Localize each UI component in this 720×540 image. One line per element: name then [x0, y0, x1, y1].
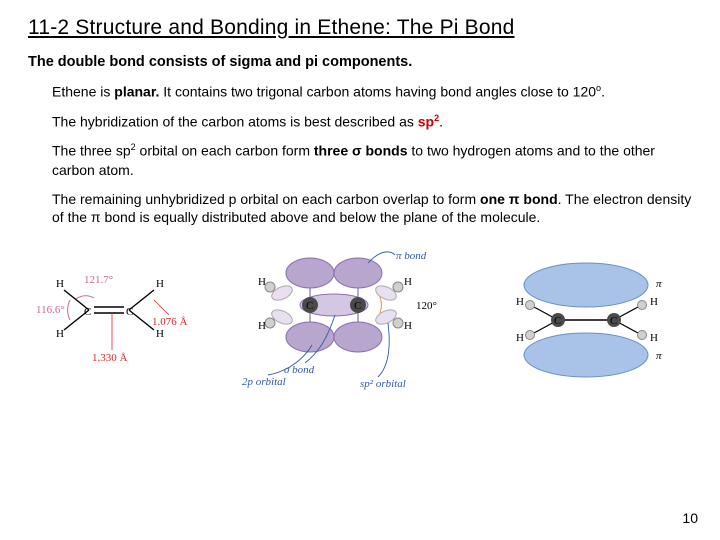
- p2-sp2: sp: [418, 113, 434, 129]
- fig3-C2: C: [610, 315, 617, 327]
- p3-text-a: The three sp: [52, 143, 131, 159]
- page-number: 10: [682, 510, 698, 526]
- fig2-pi-label: π bond: [396, 250, 427, 262]
- fig2-p-label: 2p orbital: [242, 376, 286, 388]
- fig3-H1: H: [516, 296, 524, 308]
- fig2-H2: H: [258, 320, 266, 332]
- p2-text-c: .: [439, 113, 443, 129]
- fig2-H3: H: [404, 276, 412, 288]
- fig1-H-tl: H: [56, 278, 64, 290]
- p4-bold: one π bond: [480, 191, 558, 207]
- fig2-C2: C: [354, 300, 361, 312]
- paragraph-2: The hybridization of the carbon atoms is…: [52, 112, 692, 132]
- fig1-len2: 1.330 Å: [92, 352, 128, 364]
- fig3-pi-top: π: [656, 278, 662, 290]
- fig2-angle: 120°: [416, 300, 437, 312]
- p4-text-a: The remaining unhybridized p orbital on …: [52, 191, 480, 207]
- fig3-H2: H: [516, 332, 524, 344]
- fig2-sp-label: sp² orbital: [360, 378, 406, 390]
- fig3-H3: H: [650, 296, 658, 308]
- fig1-angle2: 116.6°: [36, 304, 65, 316]
- figure-3-pi-cloud: π π H H H H C C: [486, 255, 686, 385]
- paragraph-4: The remaining unhybridized p orbital on …: [52, 190, 692, 228]
- fig1-angle1: 121.7°: [84, 274, 113, 286]
- paragraph-3: The three sp2 orbital on each carbon for…: [52, 141, 692, 179]
- fig2-H4: H: [404, 320, 412, 332]
- section-title: 11-2 Structure and Bonding in Ethene: Th…: [28, 16, 692, 40]
- p1-text-d: .: [601, 84, 605, 100]
- p1-text-c: It contains two trigonal carbon atoms ha…: [159, 84, 596, 100]
- fig3-H4: H: [650, 332, 658, 344]
- p1-bold: planar.: [114, 84, 159, 100]
- p3-bold: three σ bonds: [314, 143, 408, 159]
- fig1-C-l: C: [84, 306, 91, 318]
- p3-text-b: orbital on each carbon form: [136, 143, 314, 159]
- p2-text-a: The hybridization of the carbon atoms is…: [52, 113, 418, 129]
- section-subtitle: The double bond consists of sigma and pi…: [28, 54, 692, 70]
- paragraph-1: Ethene is planar. It contains two trigon…: [52, 82, 692, 102]
- figure-row: H H H H C C 121.7° 116.6° 1.076 Å 1.330 …: [28, 245, 692, 395]
- fig2-C1: C: [306, 300, 313, 312]
- figure-1-lewis: H H H H C C 121.7° 116.6° 1.076 Å 1.330 …: [34, 255, 194, 385]
- fig1-len1: 1.076 Å: [152, 316, 188, 328]
- fig2-H1: H: [258, 276, 266, 288]
- fig1-H-bl: H: [56, 328, 64, 340]
- fig1-C-r: C: [126, 306, 133, 318]
- fig2-sigma-label: σ bond: [284, 364, 315, 376]
- fig3-pi-bot: π: [656, 350, 662, 362]
- fig1-H-tr: H: [156, 278, 164, 290]
- fig3-C1: C: [554, 315, 561, 327]
- p1-text-a: Ethene is: [52, 84, 114, 100]
- figure-2-orbitals: π bond σ bond 2p orbital sp² orbital H H…: [220, 245, 460, 395]
- fig1-H-br: H: [156, 328, 164, 340]
